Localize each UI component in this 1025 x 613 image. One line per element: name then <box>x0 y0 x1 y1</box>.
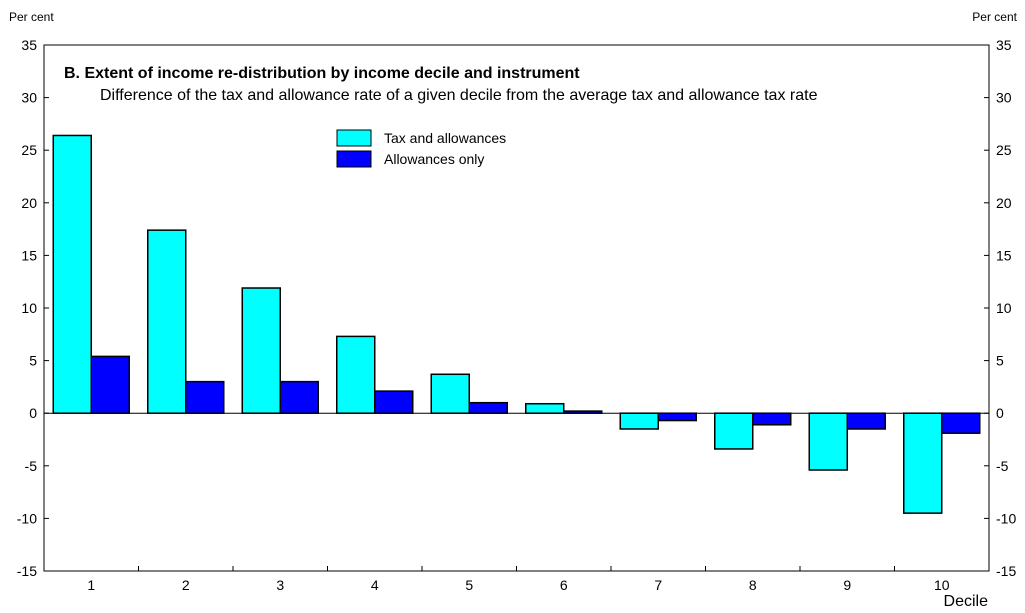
bar-allowances-only <box>941 412 981 434</box>
y-axis-unit-right: Per cent <box>972 10 1017 24</box>
y-tick-label-left: -10 <box>17 510 37 526</box>
bar-allowances-only <box>468 401 508 414</box>
x-axis-label: Decile <box>944 593 989 610</box>
x-tick-label: 10 <box>934 577 950 593</box>
x-tick-label: 5 <box>465 577 473 593</box>
x-tick-label: 2 <box>182 577 190 593</box>
y-axis-unit-left: Per cent <box>9 10 54 24</box>
y-tick-label-right: 15 <box>996 247 1012 263</box>
bar-allowances-only <box>657 412 697 422</box>
chart-title: B. Extent of income re-distribution by i… <box>64 65 580 82</box>
bar-tax-and-allowances <box>430 373 470 414</box>
x-tick-label: 8 <box>749 577 757 593</box>
y-tick-label-left: 25 <box>21 142 37 158</box>
x-tick-label: 6 <box>560 577 568 593</box>
y-tick-label-right: 20 <box>996 195 1012 211</box>
bar-allowances-only <box>846 412 886 430</box>
y-tick-label-right: 35 <box>996 37 1012 53</box>
y-tick-label-right: 0 <box>996 405 1004 421</box>
y-tick-label-left: -5 <box>25 458 38 474</box>
bar-tax-and-allowances <box>714 412 754 450</box>
y-tick-label-right: -5 <box>996 458 1009 474</box>
bar-allowances-only <box>752 412 792 426</box>
legend: Tax and allowances Allowances only <box>336 129 506 168</box>
bar-tax-and-allowances <box>619 412 659 430</box>
y-tick-label-right: 5 <box>996 353 1004 369</box>
bar-tax-and-allowances <box>808 412 848 471</box>
bar-tax-and-allowances <box>525 402 565 414</box>
x-tick-label: 9 <box>843 577 851 593</box>
y-tick-label-right: -15 <box>996 563 1016 579</box>
y-tick-label-left: 20 <box>21 195 37 211</box>
legend-swatch-allowances-only <box>336 150 372 168</box>
x-tick-label: 7 <box>654 577 662 593</box>
chart-subtitle: Difference of the tax and allowance rate… <box>100 87 818 104</box>
y-tick-label-left: 10 <box>21 300 37 316</box>
legend-label-allowances-only: Allowances only <box>384 151 484 167</box>
x-tick-label: 4 <box>371 577 379 593</box>
bar-tax-and-allowances <box>241 287 281 414</box>
bar-allowances-only <box>374 390 414 414</box>
y-tick-label-left: 5 <box>29 353 37 369</box>
bar-allowances-only <box>90 355 130 414</box>
y-tick-label-right: 25 <box>996 142 1012 158</box>
y-tick-label-left: 35 <box>21 37 37 53</box>
y-tick-label-right: 30 <box>996 90 1012 106</box>
legend-swatch-tax-and-allowances <box>336 129 372 147</box>
y-tick-label-left: 15 <box>21 247 37 263</box>
bar-tax-and-allowances <box>903 412 943 514</box>
bar-tax-and-allowances <box>52 134 92 414</box>
bar-tax-and-allowances <box>336 335 376 414</box>
y-tick-label-left: 30 <box>21 90 37 106</box>
y-tick-label-left: 0 <box>29 405 37 421</box>
y-tick-label-right: 10 <box>996 300 1012 316</box>
bar-allowances-only <box>279 380 319 414</box>
x-tick-label: 1 <box>87 577 95 593</box>
legend-label-tax-and-allowances: Tax and allowances <box>384 130 506 146</box>
y-tick-label-right: -10 <box>996 510 1016 526</box>
bar-allowances-only <box>185 380 225 414</box>
x-tick-label: 3 <box>276 577 284 593</box>
y-tick-label-left: -15 <box>17 563 37 579</box>
bar-tax-and-allowances <box>147 229 187 414</box>
